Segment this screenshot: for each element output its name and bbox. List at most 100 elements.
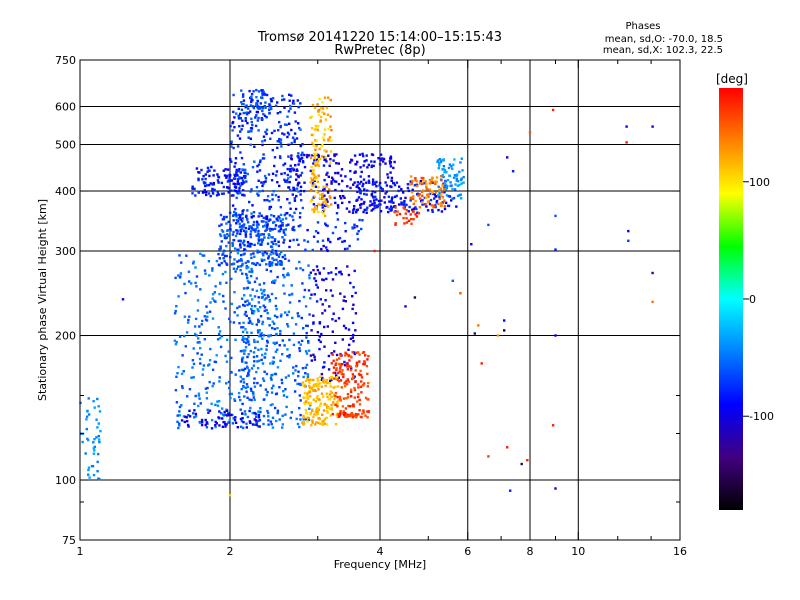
- echo-point: [347, 328, 351, 331]
- echo-point: [292, 366, 295, 369]
- echo-point: [367, 163, 370, 167]
- echo-point: [315, 207, 318, 211]
- echo-point: [321, 111, 324, 114]
- echo-point: [207, 364, 210, 367]
- echo-point: [285, 224, 288, 227]
- echo-point: [339, 399, 343, 402]
- echo-point: [244, 386, 248, 390]
- echo-point: [245, 341, 248, 345]
- echo-point: [348, 210, 351, 213]
- echo-point: [220, 261, 223, 265]
- echo-point: [290, 128, 293, 132]
- echo-point: [87, 438, 90, 442]
- echo-point: [247, 111, 250, 114]
- echo-point: [287, 143, 290, 146]
- echo-point: [263, 174, 267, 178]
- echo-point: [201, 421, 204, 424]
- echo-point: [266, 294, 270, 297]
- echo-point: [245, 390, 248, 393]
- echo-point: [371, 190, 374, 193]
- echo-point: [260, 239, 264, 243]
- echo-point: [304, 418, 308, 421]
- echo-point: [328, 407, 332, 411]
- echo-point: [287, 133, 291, 136]
- echo-point: [431, 190, 434, 193]
- echo-point: [390, 201, 393, 204]
- echo-point: [323, 418, 327, 421]
- echo-point: [305, 352, 309, 355]
- echo-point: [358, 153, 362, 156]
- echo-point: [299, 128, 302, 131]
- echo-point: [93, 438, 96, 441]
- echo-point: [328, 305, 331, 308]
- echo-point: [323, 214, 327, 218]
- echo-point: [351, 307, 354, 311]
- echo-point: [225, 263, 229, 266]
- colorbar-label: [deg]: [716, 72, 748, 86]
- echo-point: [336, 396, 339, 399]
- echo-point: [264, 229, 267, 233]
- echo-point: [224, 354, 227, 358]
- echo-point: [451, 187, 454, 191]
- echo-point: [251, 262, 254, 265]
- echo-point: [230, 194, 234, 197]
- echo-point: [431, 204, 434, 207]
- echo-point: [197, 340, 201, 344]
- echo-point: [304, 408, 308, 412]
- echo-point: [358, 409, 361, 412]
- echo-point: [247, 242, 251, 246]
- echo-point: [255, 323, 258, 326]
- echo-point: [306, 395, 310, 398]
- echo-point: [217, 326, 220, 329]
- echo-point: [352, 303, 355, 306]
- echo-point: [240, 358, 244, 361]
- echo-point: [349, 337, 353, 340]
- echo-point: [176, 372, 179, 375]
- echo-point: [460, 197, 463, 200]
- echo-point: [316, 240, 319, 243]
- echo-point: [92, 447, 95, 450]
- echo-point: [298, 216, 302, 219]
- echo-point: [326, 200, 329, 203]
- echo-point: [340, 386, 343, 389]
- echo-point: [180, 372, 184, 376]
- echo-point: [225, 254, 228, 258]
- echo-point: [263, 199, 266, 202]
- echo-point: [352, 340, 355, 343]
- echo-point: [272, 356, 275, 359]
- echo-point: [323, 201, 327, 204]
- echo-point: [312, 152, 315, 156]
- echo-point: [346, 368, 350, 371]
- echo-point: [340, 372, 343, 376]
- echo-point: [407, 210, 410, 213]
- echo-point: [447, 194, 450, 198]
- echo-point: [397, 203, 401, 206]
- echo-point: [208, 380, 211, 384]
- echo-point: [370, 160, 373, 163]
- echo-point: [230, 145, 233, 148]
- echo-point: [237, 117, 241, 120]
- echo-point: [299, 382, 302, 386]
- sparse-echo-point: [487, 223, 490, 227]
- echo-point: [230, 392, 233, 396]
- echo-point: [355, 351, 358, 354]
- echo-point: [196, 352, 199, 355]
- echo-point: [355, 163, 358, 166]
- echo-point: [291, 136, 295, 139]
- echo-point: [440, 179, 443, 182]
- echo-point: [246, 286, 250, 289]
- echo-point: [352, 413, 355, 417]
- echo-point: [258, 329, 261, 332]
- echo-point: [304, 366, 307, 369]
- echo-point: [323, 96, 327, 99]
- echo-point: [442, 165, 446, 168]
- echo-point: [341, 307, 345, 311]
- echo-point: [321, 143, 324, 147]
- echo-point: [231, 242, 234, 245]
- echo-point: [353, 181, 356, 184]
- echo-point: [388, 207, 391, 211]
- echo-point: [321, 101, 324, 104]
- echo-point: [342, 373, 345, 376]
- echo-point: [326, 409, 329, 413]
- echo-point: [212, 299, 216, 302]
